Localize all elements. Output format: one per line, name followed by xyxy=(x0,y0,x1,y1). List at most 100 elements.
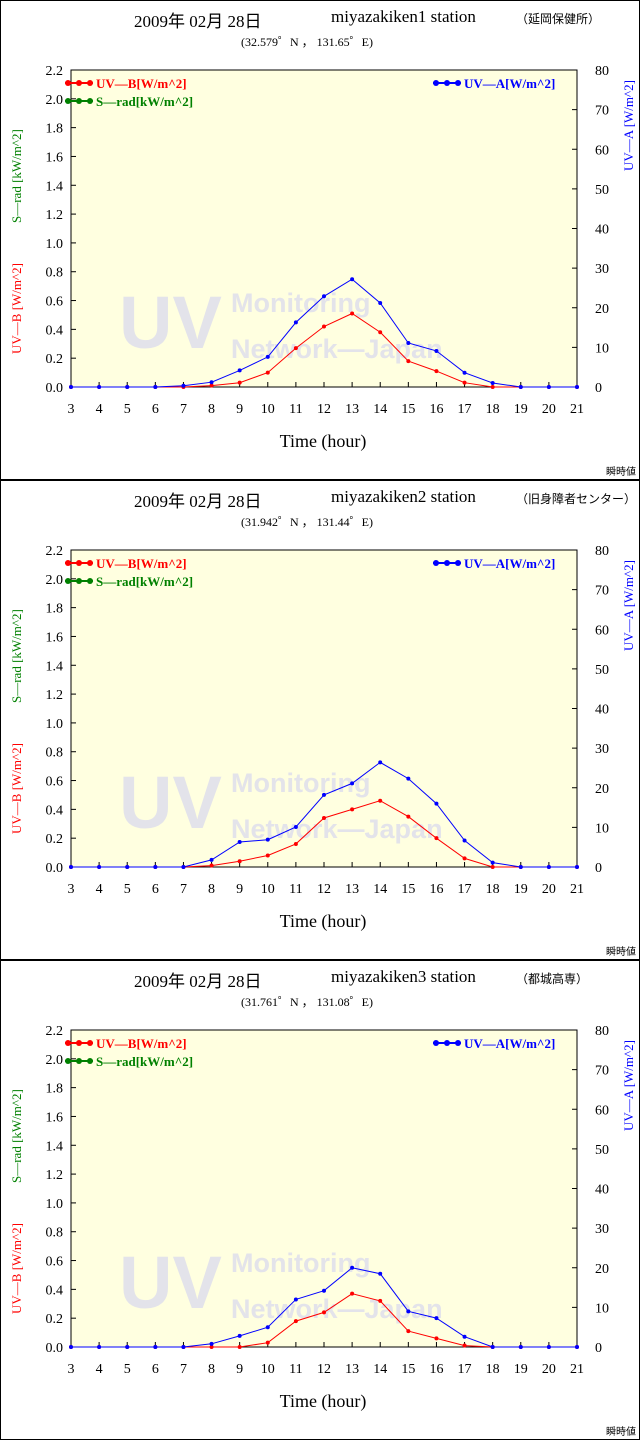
legend-srad-label: S—rad[kW/m^2] xyxy=(96,1054,194,1069)
data-point-uva xyxy=(518,385,523,389)
data-point-uva xyxy=(97,1345,102,1349)
data-point-uvb xyxy=(378,1298,383,1303)
data-point-uva xyxy=(293,824,298,829)
data-point-uvb xyxy=(350,1291,355,1296)
y-right-tick-label: 20 xyxy=(595,782,609,797)
watermark-uv: UV xyxy=(119,761,222,844)
data-point-uva xyxy=(125,1345,130,1349)
data-point-uva xyxy=(490,1345,495,1349)
legend-uvb: UV—B[W/m^2] xyxy=(65,556,187,572)
data-point-uva xyxy=(350,1265,355,1270)
data-point-uva xyxy=(237,840,242,845)
x-tick-label: 7 xyxy=(180,882,187,897)
y-left-tick-label: 0.6 xyxy=(46,295,64,310)
x-tick-label: 12 xyxy=(317,402,331,417)
y-right-tick-label: 0 xyxy=(595,861,602,876)
legend-uva: UV—A[W/m^2] xyxy=(433,76,555,92)
x-tick-label: 4 xyxy=(96,882,103,897)
y-right-tick-label: 80 xyxy=(595,544,609,559)
x-tick-label: 10 xyxy=(261,882,275,897)
data-point-uva xyxy=(462,370,467,375)
data-point-uva xyxy=(434,801,439,806)
data-point-uvb xyxy=(293,1319,298,1324)
y-left-tick-label: 1.2 xyxy=(46,1168,64,1183)
chart-title: 2009年 02月 28日 miyazakiken1 station （延岡保健… xyxy=(1,7,639,31)
y-right-tick-label: 20 xyxy=(595,302,609,317)
data-point-uvb xyxy=(237,1345,242,1349)
data-point-uvb xyxy=(406,814,411,819)
chart-station-jp-name: （都城高専） xyxy=(516,972,589,986)
data-point-uva xyxy=(322,792,326,797)
data-point-uva xyxy=(237,1333,242,1338)
x-tick-label: 12 xyxy=(317,1362,331,1377)
y-left-tick-label: 2.2 xyxy=(46,1024,64,1039)
x-tick-label: 11 xyxy=(289,882,302,897)
legend-srad: S—rad[kW/m^2] xyxy=(65,1054,193,1070)
data-point-uvb xyxy=(462,1343,467,1348)
watermark: UV Monitoring Network—Japan xyxy=(119,1241,443,1324)
data-point-uva xyxy=(322,1288,326,1293)
data-point-uva xyxy=(546,385,551,389)
x-axis-label: Time (hour) xyxy=(279,1391,367,1411)
y-axis-label-srad: S—rad [kW/m^2] xyxy=(9,129,24,223)
data-point-uva xyxy=(378,760,383,765)
chart-panel-2: UV Monitoring Network—Japan 0.0 0.2 0.4 0.6 0.8… xyxy=(0,480,640,960)
display-mode-label: 瞬時値 xyxy=(606,947,636,958)
x-tick-label: 9 xyxy=(236,1362,243,1377)
data-point-uva xyxy=(153,1345,158,1349)
y-left-tick-label: 0.0 xyxy=(46,381,64,396)
data-point-uvb xyxy=(406,359,411,364)
data-point-uva xyxy=(97,865,102,869)
data-point-uva xyxy=(69,385,73,389)
x-tick-label: 6 xyxy=(152,402,159,417)
data-point-uvb xyxy=(490,385,495,389)
data-point-uvb xyxy=(462,380,467,385)
chart-title: 2009年 02月 28日 miyazakiken2 station （旧身障者… xyxy=(1,487,639,511)
x-tick-label: 20 xyxy=(542,1362,556,1377)
y-left-tick-label: 1.8 xyxy=(46,602,64,617)
y-left-tick-label: 1.0 xyxy=(46,1197,64,1212)
plot-area xyxy=(71,1030,577,1347)
data-point-uvb xyxy=(237,380,242,385)
data-point-uva xyxy=(209,380,214,385)
x-axis-label: Time (hour) xyxy=(279,911,367,931)
chart-station-jp-name: （延岡保健所） xyxy=(516,12,601,26)
data-point-uva xyxy=(181,1345,186,1349)
y-left-tick-label: 2.0 xyxy=(46,1053,64,1068)
y-left-tick-label: 1.4 xyxy=(46,179,64,194)
x-tick-label: 6 xyxy=(152,882,159,897)
chart-station-name: miyazakiken3 station xyxy=(331,967,476,986)
x-tick-label: 14 xyxy=(373,882,387,897)
watermark-line1: Monitoring xyxy=(231,768,370,798)
x-tick-label: 14 xyxy=(373,402,387,417)
data-point-uva xyxy=(69,1345,73,1349)
display-mode-label: 瞬時値 xyxy=(606,1427,636,1438)
data-point-uvb xyxy=(462,856,467,861)
x-tick-label: 15 xyxy=(401,402,415,417)
y-right-tick-label: 50 xyxy=(595,663,609,678)
y-left-tick-label: 2.0 xyxy=(46,93,64,108)
data-point-uvb xyxy=(209,863,214,868)
y-left-tick-label: 1.2 xyxy=(46,688,64,703)
y-left-tick-label: 0.4 xyxy=(46,323,64,338)
y-right-tick-label: 10 xyxy=(595,1301,609,1316)
legend-srad: S—rad[kW/m^2] xyxy=(65,94,193,110)
data-point-uvb xyxy=(434,1336,439,1341)
data-point-uva xyxy=(406,341,411,346)
data-point-uva xyxy=(209,1341,214,1346)
y-right-tick-label: 40 xyxy=(595,703,609,718)
data-point-uvb xyxy=(265,370,270,375)
y-left-tick-label: 0.4 xyxy=(46,803,64,818)
data-point-uva xyxy=(406,1309,411,1314)
y-axis-label-uva: UV—A [W/m^2] xyxy=(621,560,636,651)
y-right-tick-label: 0 xyxy=(595,1341,602,1356)
data-point-uva xyxy=(406,776,411,781)
x-tick-label: 12 xyxy=(317,882,331,897)
data-point-uva xyxy=(575,385,579,389)
plot-area xyxy=(71,70,577,387)
data-point-uva xyxy=(125,865,130,869)
y-axis-label-uvb: UV—B [W/m^2] xyxy=(9,1223,24,1314)
y-right-tick-label: 70 xyxy=(595,584,609,599)
chart-station-name: miyazakiken2 station xyxy=(331,487,476,506)
data-point-uva xyxy=(546,1345,551,1349)
